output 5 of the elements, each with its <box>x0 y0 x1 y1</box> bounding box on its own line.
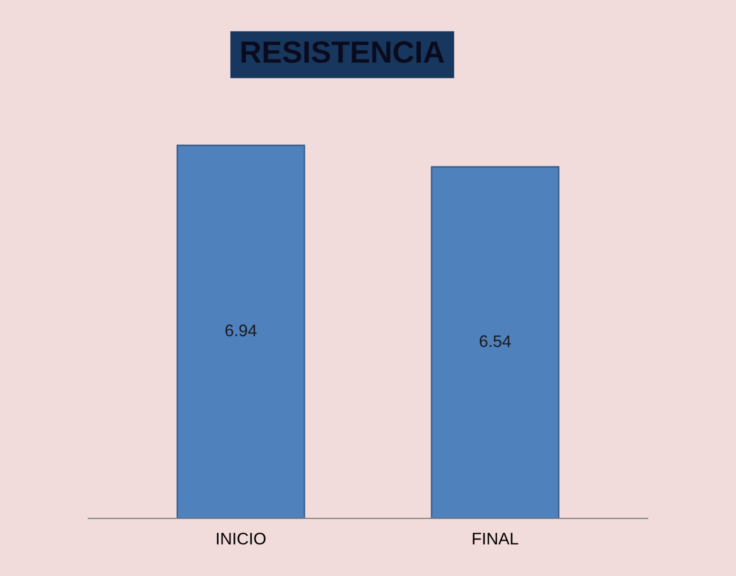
x-tick-label: FINAL <box>472 532 518 544</box>
data-label: 6.54 <box>480 335 511 348</box>
data-label: 6.94 <box>226 324 257 336</box>
chart-title: RESISTENCIA <box>242 41 444 63</box>
x-tick-label: INICIO <box>216 532 266 545</box>
